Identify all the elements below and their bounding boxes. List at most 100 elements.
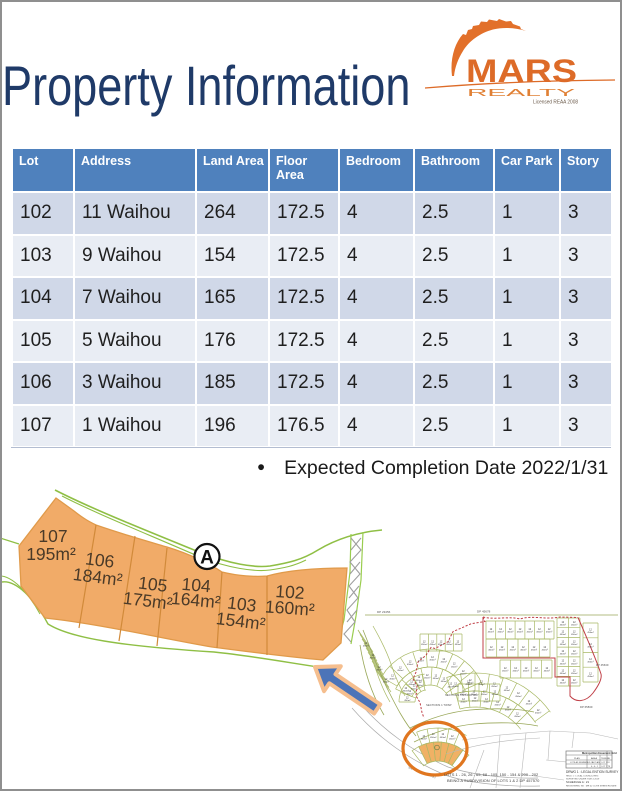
svg-text:12: 12 — [511, 646, 514, 649]
svg-text:12: 12 — [448, 641, 451, 644]
svg-text:12: 12 — [517, 692, 520, 695]
svg-text:450m²: 450m² — [441, 680, 447, 683]
svg-text:450m²: 450m² — [424, 677, 430, 680]
svg-text:12: 12 — [516, 712, 519, 715]
svg-text:12: 12 — [440, 641, 443, 644]
svg-text:450m²: 450m² — [571, 682, 577, 685]
svg-text:LOTS 1 - 26, 26 - 65, 68 - 105: LOTS 1 - 26, 26 - 65, 68 - 105, 150 - 15… — [444, 772, 539, 777]
svg-text:DP 23456: DP 23456 — [377, 610, 391, 614]
svg-text:450m²: 450m² — [407, 693, 413, 696]
svg-text:12: 12 — [573, 631, 576, 634]
svg-text:12: 12 — [543, 646, 546, 649]
svg-text:12: 12 — [442, 678, 445, 681]
svg-text:450m²: 450m² — [587, 675, 593, 678]
svg-text:450m²: 450m² — [560, 643, 566, 646]
svg-text:450m²: 450m² — [512, 670, 518, 673]
svg-text:LOT 1 DI: LOT 1 DI — [602, 762, 611, 764]
svg-text:450m²: 450m² — [492, 693, 498, 696]
svg-text:450m²: 450m² — [571, 653, 577, 656]
svg-text:REGISTERED NO : MR 42 COVE SHE: REGISTERED NO : MR 42 COVE SHEEN ROTATE — [566, 784, 617, 787]
svg-text:450m²: 450m² — [451, 665, 457, 668]
svg-text:450m²: 450m² — [370, 657, 376, 660]
svg-text:DRWG 1 : LEGAL ENTION SURVEY: DRWG 1 : LEGAL ENTION SURVEY — [566, 770, 619, 774]
svg-text:450m²: 450m² — [517, 631, 523, 634]
svg-text:12: 12 — [538, 628, 541, 631]
svg-text:12: 12 — [365, 642, 368, 645]
svg-text:SURVEYED UNDER TIDE 4 2019: SURVEYED UNDER TIDE 4 2019 — [566, 778, 600, 780]
svg-text:450m²: 450m² — [520, 649, 526, 652]
svg-text:450m²: 450m² — [417, 684, 423, 687]
svg-text:12: 12 — [371, 654, 374, 657]
svg-text:450m²: 450m² — [491, 685, 497, 688]
svg-text:450m²: 450m² — [546, 631, 552, 634]
svg-text:12: 12 — [499, 628, 502, 631]
svg-text:12: 12 — [573, 650, 576, 653]
svg-text:12: 12 — [480, 680, 483, 683]
svg-text:450m²: 450m² — [483, 701, 489, 704]
svg-text:12: 12 — [514, 667, 517, 670]
svg-text:12: 12 — [378, 666, 381, 669]
svg-text:450m²: 450m² — [531, 649, 537, 652]
svg-text:450m²: 450m² — [471, 693, 477, 696]
svg-text:12: 12 — [431, 641, 434, 644]
svg-text:450m²: 450m² — [429, 659, 435, 662]
svg-text:450m²: 450m² — [560, 662, 566, 665]
svg-text:12: 12 — [413, 685, 416, 688]
svg-text:DP 45639: DP 45639 — [596, 663, 609, 667]
svg-text:450m²: 450m² — [488, 631, 494, 634]
svg-text:450m²: 450m² — [560, 653, 566, 656]
svg-text:12: 12 — [561, 631, 564, 634]
svg-text:12: 12 — [573, 621, 576, 624]
svg-text:450m²: 450m² — [507, 631, 513, 634]
svg-text:12: 12 — [442, 658, 445, 661]
svg-text:450m²: 450m² — [421, 643, 427, 646]
svg-text:AREA: AREA — [591, 757, 597, 760]
svg-text:450m²: 450m² — [433, 677, 439, 680]
svg-text:SECTIONS 1 TWSP: SECTIONS 1 TWSP — [426, 703, 452, 707]
svg-text:450m²: 450m² — [449, 738, 455, 741]
svg-text:12: 12 — [404, 687, 407, 690]
svg-text:12: 12 — [469, 679, 472, 682]
svg-text:450m²: 450m² — [560, 633, 566, 636]
svg-text:450m²: 450m² — [526, 703, 532, 706]
svg-text:12: 12 — [454, 682, 457, 685]
svg-text:450m²: 450m² — [460, 693, 466, 696]
svg-text:450m²: 450m² — [440, 736, 446, 739]
svg-text:12: 12 — [391, 675, 394, 678]
svg-text:450m²: 450m² — [571, 672, 577, 675]
svg-text:450m²: 450m² — [429, 643, 435, 646]
svg-text:12: 12 — [507, 706, 510, 709]
svg-text:450m²: 450m² — [460, 672, 466, 675]
svg-text:REALTY: REALTY — [467, 87, 575, 99]
svg-text:12: 12 — [399, 667, 402, 670]
svg-text:12: 12 — [474, 697, 477, 700]
svg-text:0 - 4 - 1: 0 - 4 - 1 — [591, 766, 599, 768]
svg-text:450m²: 450m² — [389, 677, 395, 680]
svg-text:12: 12 — [528, 700, 531, 703]
svg-text:450m²: 450m² — [527, 631, 533, 634]
svg-text:12: 12 — [535, 667, 538, 670]
svg-text:164m²: 164m² — [170, 588, 221, 612]
svg-text:12: 12 — [449, 683, 452, 686]
svg-text:450m²: 450m² — [441, 661, 447, 664]
svg-text:12: 12 — [490, 646, 493, 649]
svg-text:12: 12 — [504, 667, 507, 670]
svg-text:12: 12 — [545, 667, 548, 670]
svg-text:12: 12 — [561, 660, 564, 663]
svg-text:12: 12 — [548, 628, 551, 631]
svg-text:103: 103 — [226, 592, 257, 615]
svg-text:12: 12 — [483, 691, 486, 694]
svg-text:450m²: 450m² — [523, 670, 529, 673]
svg-text:12: 12 — [385, 678, 388, 681]
svg-text:450m²: 450m² — [455, 643, 461, 646]
svg-text:450m²: 450m² — [418, 660, 424, 663]
svg-text:12: 12 — [589, 658, 592, 661]
svg-text:12: 12 — [519, 628, 522, 631]
svg-text:4: 4 — [592, 762, 594, 764]
svg-text:450m²: 450m² — [571, 662, 577, 665]
svg-text:450m²: 450m² — [465, 683, 471, 686]
svg-text:105: 105 — [137, 573, 168, 596]
svg-text:12: 12 — [451, 735, 454, 738]
svg-text:450m²: 450m² — [408, 683, 414, 686]
svg-text:450m²: 450m² — [416, 679, 422, 682]
